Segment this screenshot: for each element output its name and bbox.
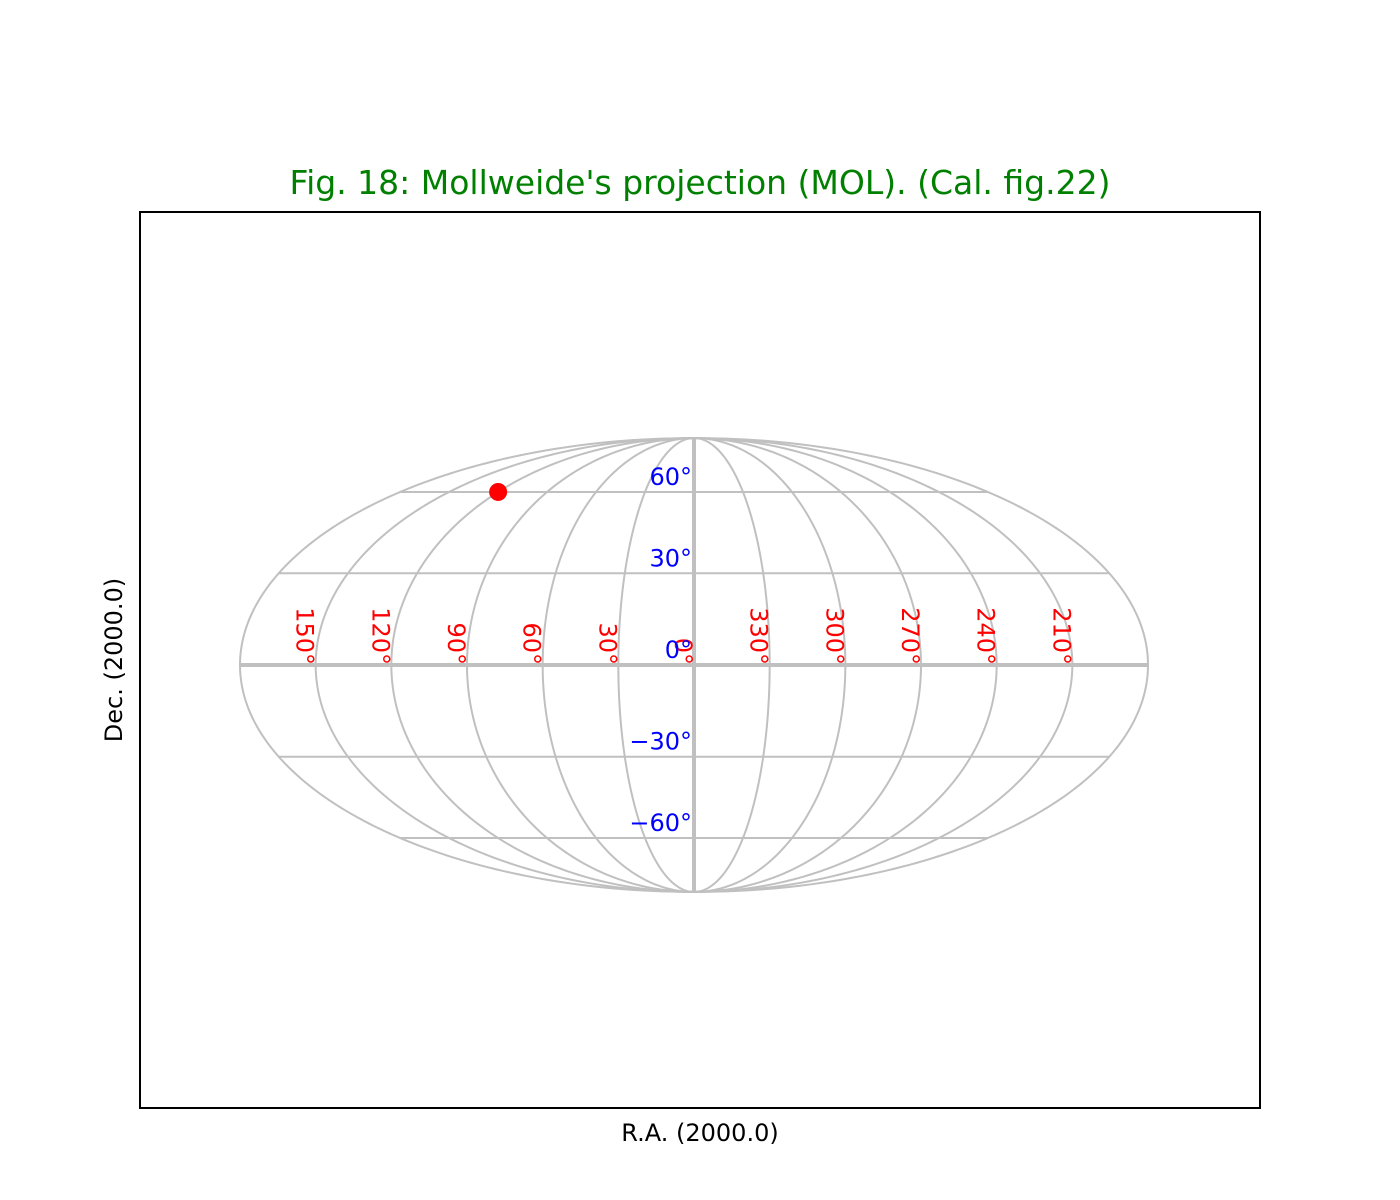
ra-tick-label: 30° xyxy=(593,622,621,665)
chart-title: Fig. 18: Mollweide's projection (MOL). (… xyxy=(290,163,1111,202)
dec-tick-label: −30° xyxy=(629,728,692,756)
ra-tick-label: 330° xyxy=(745,607,773,665)
x-axis-label: R.A. (2000.0) xyxy=(621,1119,778,1147)
dec-tick-label: 0° xyxy=(665,636,692,664)
axes-frame xyxy=(139,211,1261,1109)
dec-tick-label: 30° xyxy=(649,544,692,572)
ra-tick-label: 120° xyxy=(366,607,394,665)
ra-tick-label: 60° xyxy=(518,622,546,665)
dec-tick-label: −60° xyxy=(629,809,692,837)
ra-tick-label: 0° xyxy=(669,638,697,665)
y-axis-label: Dec. (2000.0) xyxy=(100,578,128,742)
ra-tick-label: 90° xyxy=(442,622,470,665)
ra-tick-label: 210° xyxy=(1047,607,1075,665)
ra-tick-label: 270° xyxy=(896,607,924,665)
data-point xyxy=(489,482,508,501)
ra-tick-label: 300° xyxy=(820,607,848,665)
ra-tick-label: 240° xyxy=(972,607,1000,665)
ra-tick-label: 150° xyxy=(291,607,319,665)
dec-tick-label: 60° xyxy=(649,463,692,491)
